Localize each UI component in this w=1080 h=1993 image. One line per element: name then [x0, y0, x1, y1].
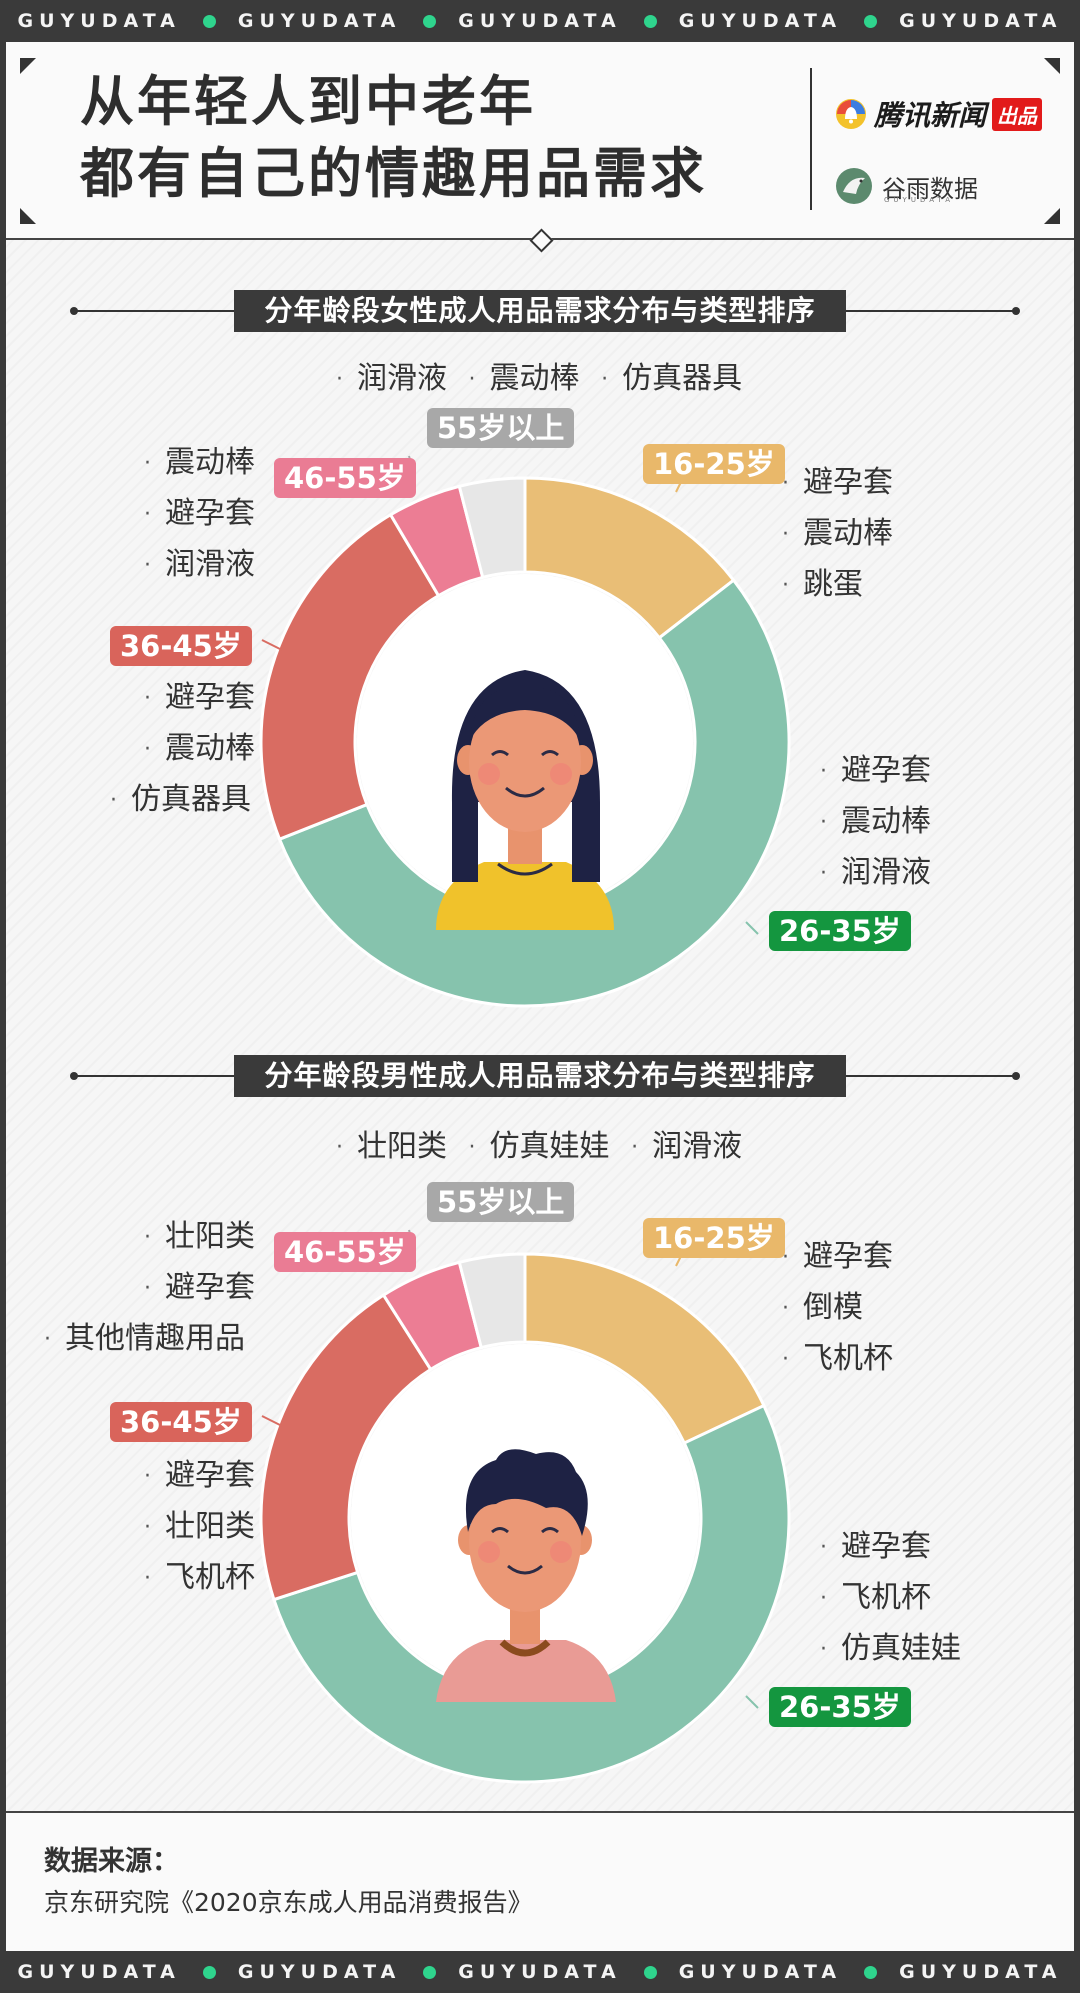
tag-36-45: 36-45岁	[110, 626, 252, 666]
tag-46-55: 46-55岁	[274, 1232, 416, 1272]
logo1-text: 腾讯新闻	[874, 99, 987, 132]
woman-avatar-icon	[436, 670, 614, 930]
item-text: 仿真器具	[622, 361, 743, 396]
band-text: GUYUDATA	[678, 1961, 843, 1983]
female-section-title: 分年龄段女性成人用品需求分布与类型排序	[234, 290, 846, 332]
tag-16-25: 16-25岁	[643, 1218, 785, 1258]
band-text: GUYUDATA	[458, 1961, 622, 1983]
man-avatar-icon	[436, 1449, 616, 1702]
corner-mark-icon	[20, 58, 36, 74]
male-46-55-item-2: · 避孕套	[144, 1270, 255, 1305]
female-16-25-item-2: · 震动棒	[782, 516, 893, 551]
female-26-35-item-2: · 震动棒	[820, 804, 931, 839]
male-46-55-item-1: · 壮阳类	[144, 1219, 255, 1254]
logo2-subtext: GUYUDATA	[884, 196, 954, 204]
female-36-45-item-3: · 仿真器具	[110, 782, 251, 817]
dot-icon	[202, 14, 216, 28]
male-16-25-item-3: · 飞机杯	[782, 1341, 893, 1376]
item-text: 仿真娃娃	[489, 1129, 610, 1164]
source-heading: 数据来源：	[44, 1846, 179, 1877]
dot-icon	[423, 14, 437, 28]
guyu-data-logo: 谷雨数据 GUYUDATA	[834, 166, 978, 206]
tencent-news-logo: 腾讯新闻 出品	[834, 94, 1043, 134]
tag-26-35: 26-35岁	[769, 911, 911, 951]
donut-slice-26-35	[272, 1403, 791, 1784]
dot-icon	[643, 1965, 657, 1979]
tag-36-45: 36-45岁	[110, 1402, 252, 1442]
male-26-35-item-3: · 仿真娃娃	[820, 1631, 961, 1666]
male-16-25-item-1: · 避孕套	[782, 1239, 893, 1274]
donut-slice-55+	[457, 476, 527, 580]
item-text: 润滑液	[357, 361, 447, 396]
male-55plus-items: · 壮阳类 · 仿真娃娃 · 润滑液	[336, 1129, 743, 1164]
tag-26-35: 26-35岁	[769, 1687, 911, 1727]
female-46-55-item-3: · 润滑液	[144, 547, 255, 582]
title-line-1: 从年轻人到中老年	[80, 70, 536, 133]
male-36-45-item-2: · 壮阳类	[144, 1509, 255, 1544]
bottom-band: GUYUDATA GUYUDATA GUYUDATA GUYUDATA GUYU…	[0, 1951, 1080, 1993]
donut-slice-36-45	[259, 512, 441, 842]
title-line-2: 都有自己的情趣用品需求	[80, 142, 707, 205]
bell-icon	[836, 99, 866, 129]
source-text: 京东研究院《2020京东成人用品消费报告》	[44, 1888, 533, 1917]
header: 从年轻人到中老年 都有自己的情趣用品需求 腾讯新闻 出品	[6, 42, 1074, 240]
male-46-55-item-3: · 其他情趣用品	[44, 1321, 245, 1356]
divider	[810, 68, 812, 210]
female-46-55-item-2: · 避孕套	[144, 496, 255, 531]
item-text: 润滑液	[652, 1129, 743, 1164]
item-text: 震动棒	[489, 361, 580, 396]
band-text: GUYUDATA	[678, 10, 843, 32]
page-title: 从年轻人到中老年 都有自己的情趣用品需求	[80, 66, 707, 210]
content-frame: 从年轻人到中老年 都有自己的情趣用品需求 腾讯新闻 出品	[6, 42, 1074, 1953]
band-text: GUYUDATA	[899, 10, 1063, 32]
male-36-45-item-1: · 避孕套	[144, 1458, 255, 1493]
dot-icon	[864, 14, 878, 28]
dot-icon	[423, 1965, 437, 1979]
dot-icon	[202, 1965, 216, 1979]
corner-mark-icon	[1044, 58, 1060, 74]
band-text: GUYUDATA	[17, 1961, 181, 1983]
footer: 数据来源： 京东研究院《2020京东成人用品消费报告》	[6, 1811, 1074, 1953]
donut-charts	[259, 455, 791, 1784]
female-36-45-item-1: · 避孕套	[144, 680, 255, 715]
female-36-45-item-2: · 震动棒	[144, 731, 255, 766]
band-text: GUYUDATA	[458, 10, 622, 32]
male-16-25-item-2: · 倒模	[782, 1290, 863, 1325]
tag-55plus: 55岁以上	[427, 1182, 575, 1222]
tag-46-55: 46-55岁	[274, 458, 416, 498]
item-text: 壮阳类	[357, 1129, 447, 1164]
female-16-25-item-1: · 避孕套	[782, 465, 893, 500]
tag-55plus: 55岁以上	[427, 408, 575, 448]
dot-icon	[864, 1965, 878, 1979]
band-text: GUYUDATA	[237, 1961, 402, 1983]
female-55plus-items: · 润滑液 · 震动棒 · 仿真器具	[336, 361, 743, 396]
band-text: GUYUDATA	[899, 1961, 1063, 1983]
band-text: GUYUDATA	[17, 10, 181, 32]
female-26-35-item-3: · 润滑液	[820, 855, 931, 890]
female-46-55-item-1: · 震动棒	[144, 445, 255, 480]
band-text: GUYUDATA	[237, 10, 402, 32]
male-26-35-item-2: · 飞机杯	[820, 1580, 931, 1615]
top-band: GUYUDATA GUYUDATA GUYUDATA GUYUDATA GUYU…	[0, 0, 1080, 42]
donut-slice-55+	[457, 1252, 527, 1350]
female-16-25-item-3: · 跳蛋	[782, 567, 863, 602]
logo1-badge: 出品	[992, 97, 1043, 131]
male-section-title: 分年龄段男性成人用品需求分布与类型排序	[234, 1055, 846, 1097]
bird-logo-icon	[836, 168, 872, 204]
corner-mark-icon	[20, 208, 36, 224]
donut-slice-26-35	[277, 578, 791, 1008]
tag-16-25: 16-25岁	[643, 444, 785, 484]
male-36-45-item-3: · 飞机杯	[144, 1560, 255, 1595]
male-26-35-item-1: · 避孕套	[820, 1529, 931, 1564]
female-26-35-item-1: · 避孕套	[820, 753, 931, 788]
corner-mark-icon	[1044, 208, 1060, 224]
dot-icon	[643, 14, 657, 28]
logo2-text: 谷雨数据	[882, 174, 978, 203]
